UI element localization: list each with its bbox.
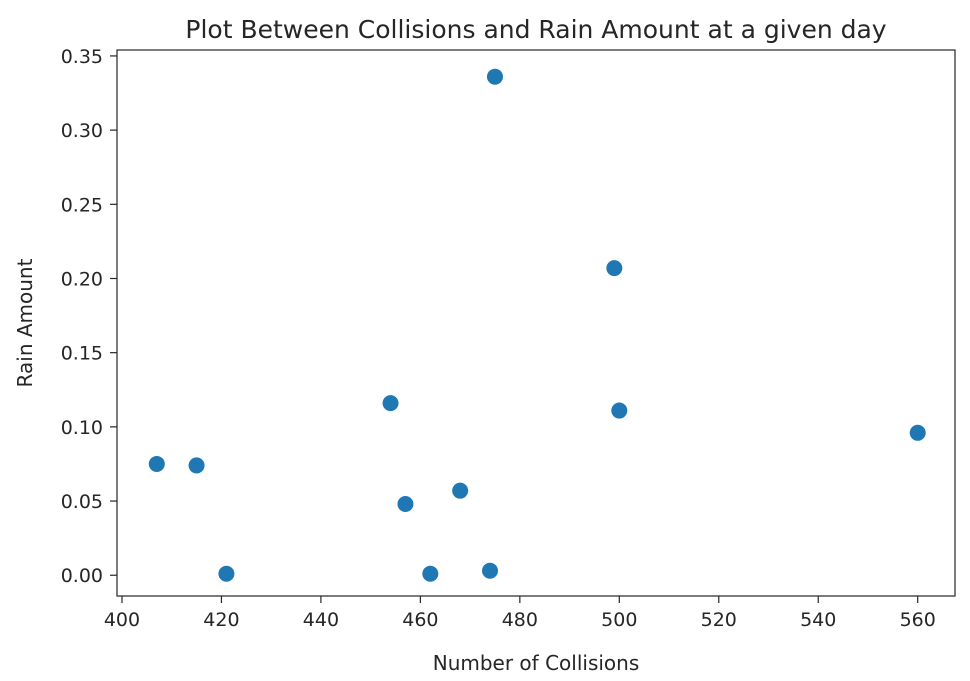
scatter-point [218, 565, 235, 582]
x-tick-label: 440 [303, 609, 339, 631]
x-tick-label: 420 [203, 609, 239, 631]
x-tick-label: 540 [800, 609, 836, 631]
x-tick-label: 520 [701, 609, 737, 631]
y-tick-label: 0.05 [61, 491, 103, 513]
x-tick-label: 560 [900, 609, 936, 631]
marks-layer [148, 68, 926, 582]
x-axis-label: Number of Collisions [433, 651, 640, 675]
x-tick-label: 460 [402, 609, 438, 631]
scatter-point [148, 455, 165, 472]
y-tick-label: 0.00 [61, 565, 103, 587]
x-tick-label: 480 [502, 609, 538, 631]
scatter-point [481, 562, 498, 579]
y-tick-label: 0.20 [61, 268, 103, 290]
scatter-point [606, 260, 623, 277]
scatter-point [909, 424, 926, 441]
scatter-point [486, 68, 503, 85]
x-tick-label: 400 [104, 609, 140, 631]
y-axis-ticks: 0.00 0.05 0.10 0.15 0.20 0.25 0.30 0.35 [61, 46, 117, 587]
scatter-point [452, 482, 469, 499]
scatter-point [422, 565, 439, 582]
y-tick-label: 0.15 [61, 343, 103, 365]
x-axis-ticks: 400 420 440 460 480 500 520 540 560 [104, 596, 936, 631]
y-tick-label: 0.30 [61, 120, 103, 142]
scatter-point [188, 457, 205, 474]
y-axis-label: Rain Amount [13, 258, 37, 387]
axes-frame [116, 49, 956, 597]
chart-title: Plot Between Collisions and Rain Amount … [185, 15, 886, 44]
scatter-point [397, 496, 414, 513]
scatter-point [611, 402, 628, 419]
y-tick-label: 0.25 [61, 194, 103, 216]
y-tick-label: 0.35 [61, 46, 103, 68]
x-tick-label: 500 [601, 609, 637, 631]
scatter-point [382, 395, 399, 412]
y-tick-label: 0.10 [61, 417, 103, 439]
